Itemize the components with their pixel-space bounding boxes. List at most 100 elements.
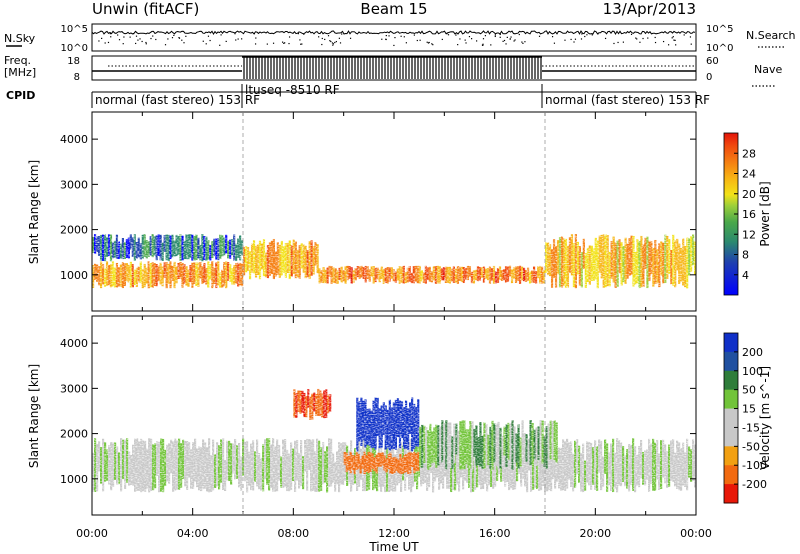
nsearch-dot <box>502 40 504 42</box>
nsearch-dot <box>318 36 320 38</box>
nsearch-dot <box>482 43 484 45</box>
nsearch-dot <box>385 38 387 40</box>
freq-unit-label: [MHz] <box>4 66 36 79</box>
nsearch-dot <box>597 33 599 35</box>
nsearch-dot <box>573 41 575 43</box>
power-ytick-label: 4000 <box>60 133 88 146</box>
nsearch-dot <box>672 36 674 38</box>
nsearch-dot <box>455 34 457 36</box>
nsearch-dot <box>464 39 466 41</box>
velocity-colorbar-tick-label: 200 <box>742 346 763 359</box>
velocity-colorbar-tick-label: -100 <box>742 459 767 472</box>
nsearch-dot <box>335 40 337 43</box>
nsky-line <box>91 30 696 36</box>
velocity-colorbar-tick-label: 100 <box>742 365 763 378</box>
velocity-colorbar-segment <box>724 408 738 428</box>
scatter-region <box>419 420 558 470</box>
nsearch-dot <box>584 35 586 38</box>
velocity-colorbar-tick-label: 50 <box>742 384 756 397</box>
nsearch-dot <box>564 39 566 41</box>
nsearch-dot <box>139 38 141 40</box>
nsearch-dot <box>145 41 147 44</box>
freq-label: Freq. <box>4 54 31 67</box>
nsearch-dot <box>400 35 402 37</box>
power-colorbar-ticks: 28 24 20 16 12 8 4 <box>734 147 756 282</box>
nsearch-dot <box>538 35 541 37</box>
cpid-panel: CPID normal (fast stereo) 153 RF ltuseq … <box>6 83 710 108</box>
velocity-colorbar-segment <box>724 370 738 391</box>
nsearch-dot <box>235 39 237 41</box>
nsearch-dot <box>505 43 507 45</box>
time-xlabel: Time UT <box>368 540 419 554</box>
nsearch-dot <box>476 40 478 42</box>
velocity-colorbar-segment <box>724 465 738 485</box>
nsearch-dot <box>570 38 572 41</box>
nsearch-dot <box>173 34 175 36</box>
nsearch-dot <box>667 44 670 46</box>
velocity-axes: 4000 3000 2000 1000 <box>60 316 697 515</box>
nsearch-dot <box>283 42 285 44</box>
nsearch-dot <box>135 42 137 45</box>
nsearch-dot <box>297 33 299 35</box>
nsearch-dot <box>465 42 467 44</box>
time-tick-label: 20:00 <box>579 527 611 540</box>
nsearch-dot <box>321 43 323 46</box>
nsearch-dot <box>331 42 334 44</box>
velocity-ylabel: Slant Range [km] <box>27 364 41 468</box>
time-tick-label: 00:00 <box>76 527 108 540</box>
nsearch-dot <box>428 41 430 44</box>
nsearch-dot <box>394 36 396 39</box>
nsearch-dot <box>329 40 331 42</box>
cpid-segment-1: normal (fast stereo) 153 RF <box>95 93 260 107</box>
nsearch-dot <box>510 36 512 38</box>
nsearch-dot <box>393 44 395 47</box>
velocity-colorbar-segment <box>724 351 738 372</box>
power-ylabel: Slant Range [km] <box>27 160 41 264</box>
velocity-colorbar-tick-label: -50 <box>742 440 760 453</box>
nsearch-dot <box>617 41 619 44</box>
nsearch-dot <box>419 39 421 41</box>
nsearch-dot <box>522 42 524 44</box>
nsearch-dot <box>254 43 257 45</box>
nsearch-dot <box>349 37 352 39</box>
velocity-colorbar-segment <box>724 446 738 466</box>
nsearch-dot <box>330 40 332 43</box>
velocity-colorbar-segment <box>724 484 738 504</box>
nsearch-dot <box>220 34 222 36</box>
nsearch-dot <box>152 35 154 37</box>
nsearch-dot <box>468 35 471 38</box>
nsearch-tick-bottom: 10^0 <box>706 43 733 54</box>
power-ytick-label: 2000 <box>60 224 88 237</box>
scatter-region <box>92 234 244 262</box>
nsearch-dot <box>586 34 588 36</box>
time-tick-label: 08:00 <box>277 527 309 540</box>
beam-title: Beam 15 <box>360 0 427 18</box>
nsearch-dot <box>518 33 520 36</box>
power-colorbar-tick-label: 20 <box>742 188 756 201</box>
freq-panel: Freq. [MHz] 18 8 60 0 Nave <box>4 54 782 87</box>
velocity-panel: 4000 3000 2000 1000 Slant Range [km] 200 100… <box>27 315 772 554</box>
nsearch-dot <box>524 41 526 43</box>
power-panel: 4000 3000 2000 1000 Slant Range [km] 28 24 20… <box>27 111 772 312</box>
nsearch-dot <box>683 34 685 36</box>
nsearch-dot <box>321 37 323 40</box>
nsearch-dot <box>490 44 492 46</box>
velocity-colorbar-tick-label: 15 <box>742 403 756 416</box>
nsearch-dot <box>642 37 644 40</box>
nsearch-dot <box>225 40 227 43</box>
nsearch-dot <box>324 38 326 41</box>
nsearch-dot <box>427 42 430 44</box>
nsearch-dot <box>388 35 390 37</box>
cpid-segment-2: ltuseq -8510 RF <box>245 83 340 97</box>
nsearch-dot <box>484 35 487 37</box>
nsearch-dot <box>123 36 125 38</box>
nsearch-dot <box>178 37 181 39</box>
nsearch-dot <box>327 35 330 37</box>
time-axis: 00:00 04:00 08:00 12:00 16:00 20:00 00:00 <box>76 527 712 540</box>
nsearch-dot <box>639 41 641 43</box>
power-ytick-label: 1000 <box>60 269 88 282</box>
nsearch-dot <box>459 38 461 40</box>
nave-tick-top: 60 <box>706 56 719 67</box>
nsearch-dot <box>636 38 638 40</box>
